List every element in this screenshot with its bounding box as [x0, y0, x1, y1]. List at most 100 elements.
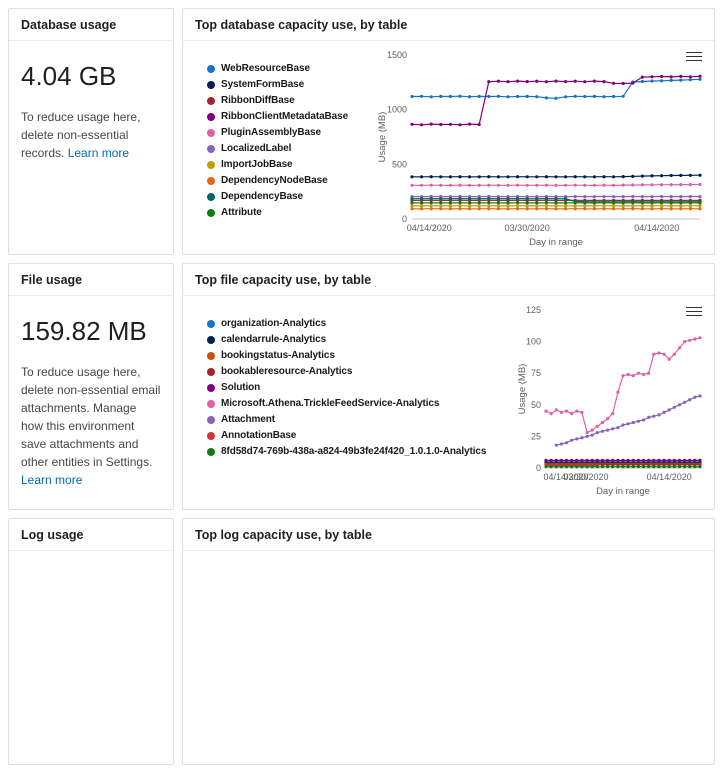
legend-item: organization-Analytics [207, 318, 486, 329]
svg-text:04/14/2020: 04/14/2020 [647, 472, 692, 482]
database-chart-card: Top database capacity use, by table WebR… [182, 8, 715, 255]
file-usage-chart: organization-Analytics calendarrule-Analy… [183, 296, 714, 509]
svg-text:1500: 1500 [387, 50, 407, 60]
card-title: Database usage [9, 9, 173, 41]
legend-swatch-icon [207, 96, 215, 105]
legend-item: RibbonDiffBase [207, 95, 348, 106]
legend-label: ImportJobBase [221, 159, 293, 170]
legend-label: AnnotationBase [221, 430, 297, 441]
file-usage-description: To reduce usage here, delete non-essenti… [21, 363, 161, 489]
legend-swatch-icon [207, 80, 215, 89]
svg-text:50: 50 [531, 400, 541, 410]
svg-text:100: 100 [526, 337, 541, 347]
legend-label: bookingstatus-Analytics [221, 350, 335, 361]
database-usage-chart: WebResourceBase SystemFormBase RibbonDiffB… [183, 41, 714, 254]
legend-item: PluginAssemblyBase [207, 127, 348, 138]
chart-plot-area: 0 25 50 75 100 125 04/14/2020 03/30/2020 04/14/2… [516, 302, 706, 507]
svg-text:1000: 1000 [387, 105, 407, 115]
learn-more-link[interactable]: Learn more [21, 473, 83, 487]
legend-label: bookableresource-Analytics [221, 366, 353, 377]
legend-swatch-icon [207, 128, 215, 137]
legend-label: RibbonDiffBase [221, 95, 295, 106]
svg-text:0: 0 [402, 214, 407, 224]
legend-item: DependencyBase [207, 191, 348, 202]
svg-text:500: 500 [392, 159, 407, 169]
legend-item: Microsoft.Athena.TrickleFeedService-Anal… [207, 398, 486, 409]
legend-swatch-icon [207, 351, 215, 360]
svg-text:Usage (MB): Usage (MB) [377, 112, 388, 163]
legend-swatch-icon [207, 383, 215, 392]
legend-label: LocalizedLabel [221, 143, 292, 154]
legend-swatch-icon [207, 447, 215, 456]
chart-menu-button[interactable] [684, 302, 704, 321]
legend-item: ImportJobBase [207, 159, 348, 170]
card-title: Top log capacity use, by table [183, 519, 714, 551]
database-usage-description: To reduce usage here, delete non-essenti… [21, 108, 161, 162]
svg-text:Day in range: Day in range [529, 237, 583, 248]
svg-text:125: 125 [526, 305, 541, 315]
legend-label: DependencyNodeBase [221, 175, 328, 186]
file-usage-value: 159.82 MB [21, 316, 147, 346]
legend-item: SystemFormBase [207, 79, 348, 90]
legend-item: bookingstatus-Analytics [207, 350, 486, 361]
legend-item: Solution [207, 382, 486, 393]
legend-item: Attachment [207, 414, 486, 425]
svg-text:75: 75 [531, 368, 541, 378]
legend-item: bookableresource-Analytics [207, 366, 486, 377]
file-usage-card: File usage 159.82 MB To reduce usage her… [8, 263, 174, 510]
legend-swatch-icon [207, 160, 215, 169]
svg-text:Usage (MB): Usage (MB) [517, 364, 528, 415]
legend-swatch-icon [207, 208, 215, 217]
description-text: To reduce usage here, delete non-essenti… [21, 110, 141, 160]
file-chart-card: Top file capacity use, by table organiza… [182, 263, 715, 510]
legend-label: RibbonClientMetadataBase [221, 111, 349, 122]
legend-label: Attachment [221, 414, 276, 425]
card-title: Log usage [9, 519, 173, 551]
description-text: To reduce usage here, delete non-essenti… [21, 365, 161, 469]
legend-swatch-icon [207, 176, 215, 185]
chart-menu-button[interactable] [684, 47, 704, 66]
svg-text:03/30/2020: 03/30/2020 [505, 223, 550, 233]
legend-item: DependencyNodeBase [207, 175, 348, 186]
card-title: File usage [9, 264, 173, 296]
svg-text:04/14/2020: 04/14/2020 [407, 223, 452, 233]
legend-swatch-icon [207, 144, 215, 153]
chart-legend: organization-Analytics calendarrule-Analy… [191, 302, 486, 462]
card-title: Top file capacity use, by table [183, 264, 714, 296]
legend-swatch-icon [207, 112, 215, 121]
legend-swatch-icon [207, 399, 215, 408]
database-chart-plot: 0 500 1000 1500 04/14/2020 03/30/2020 04/14/20… [377, 50, 702, 248]
legend-swatch-icon [207, 415, 215, 424]
chart-legend: WebResourceBase SystemFormBase RibbonDiffB… [191, 47, 348, 223]
legend-label: calendarrule-Analytics [221, 334, 327, 345]
legend-label: Attribute [221, 207, 262, 218]
svg-text:0: 0 [536, 463, 541, 473]
chart-plot-area: 0 500 1000 1500 04/14/2020 03/30/2020 04/14/20… [376, 47, 706, 254]
learn-more-link[interactable]: Learn more [67, 146, 130, 160]
legend-label: SystemFormBase [221, 79, 305, 90]
legend-swatch-icon [207, 367, 215, 376]
legend-swatch-icon [207, 335, 215, 344]
legend-swatch-icon [207, 64, 215, 73]
legend-label: 8fd58d74-769b-438a-a824-49b3fe24f420_1.0… [221, 446, 487, 457]
legend-item: WebResourceBase [207, 63, 348, 74]
svg-text:Day in range: Day in range [596, 486, 650, 497]
legend-label: Solution [221, 382, 261, 393]
log-chart-card: Top log capacity use, by table [182, 518, 715, 765]
log-usage-card: Log usage [8, 518, 174, 765]
legend-item: LocalizedLabel [207, 143, 348, 154]
legend-item: calendarrule-Analytics [207, 334, 486, 345]
svg-text:04/14/2020: 04/14/2020 [634, 223, 679, 233]
legend-label: organization-Analytics [221, 318, 327, 329]
legend-label: DependencyBase [221, 191, 303, 202]
database-usage-card: Database usage 4.04 GB To reduce usage h… [8, 8, 174, 255]
svg-text:25: 25 [531, 431, 541, 441]
svg-text:04/14/2020: 04/14/2020 [543, 472, 588, 482]
legend-swatch-icon [207, 192, 215, 201]
legend-item: Attribute [207, 207, 348, 218]
card-title: Top database capacity use, by table [183, 9, 714, 41]
legend-item: AnnotationBase [207, 430, 486, 441]
database-usage-value: 4.04 GB [21, 61, 117, 91]
